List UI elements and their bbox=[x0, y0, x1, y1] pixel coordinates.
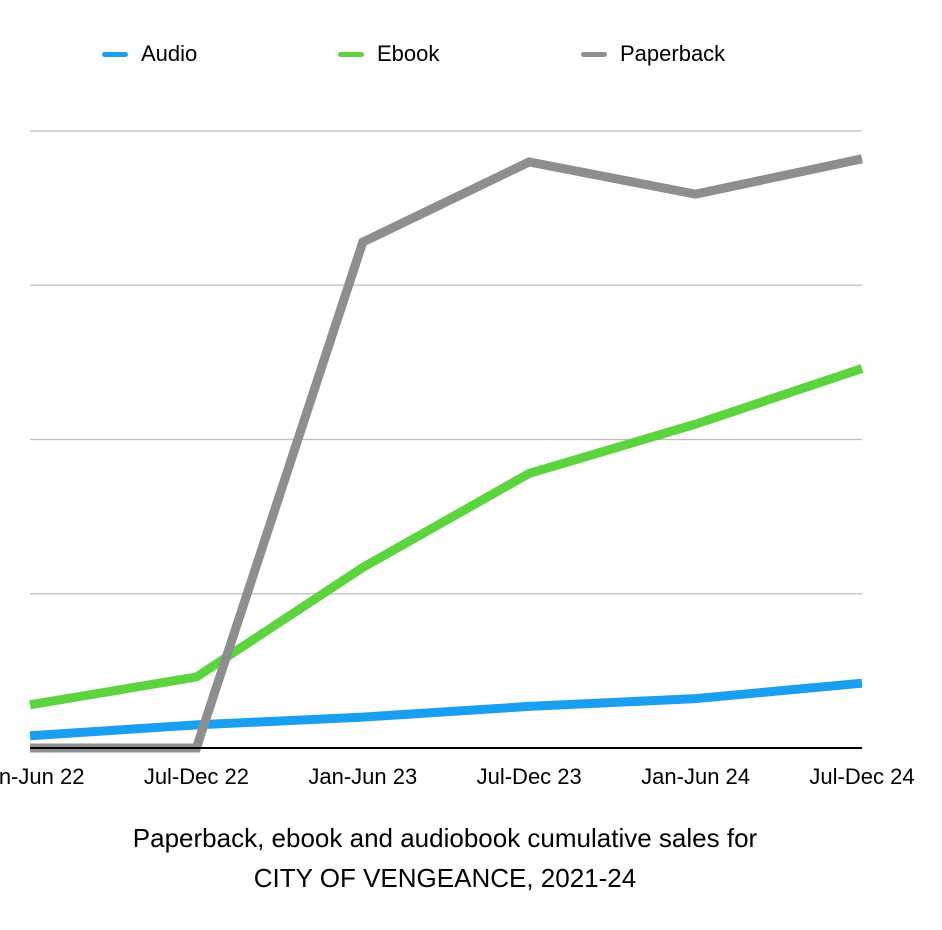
legend-swatch-audio bbox=[102, 51, 128, 57]
x-tick-label: Jul-Dec 22 bbox=[144, 764, 249, 789]
legend-item-paperback: Paperback bbox=[581, 40, 725, 68]
series-line-paperback bbox=[30, 154, 863, 753]
series-line-audio bbox=[29, 678, 863, 741]
caption-line-2: CITY OF VENGEANCE, 2021-24 bbox=[253, 863, 637, 893]
legend-item-audio: Audio bbox=[102, 40, 197, 68]
x-tick-label: Jan-Jun 22 bbox=[0, 764, 84, 789]
series-line-ebook bbox=[29, 364, 864, 710]
legend-item-ebook: Ebook bbox=[338, 40, 439, 68]
chart-caption: Paperback, ebook and audiobook cumulativ… bbox=[0, 818, 890, 898]
x-tick-label: Jan-Jun 24 bbox=[641, 764, 750, 789]
caption-line-1: Paperback, ebook and audiobook cumulativ… bbox=[132, 823, 758, 853]
legend-label-ebook: Ebook bbox=[377, 41, 440, 66]
legend-swatch-paperback bbox=[581, 51, 607, 57]
x-tick-label: Jul-Dec 23 bbox=[477, 764, 582, 789]
legend-label-paperback: Paperback bbox=[620, 41, 726, 66]
x-tick-label: Jul-Dec 24 bbox=[809, 764, 914, 789]
legend-swatch-ebook bbox=[338, 51, 364, 57]
x-tick-label: Jan-Jun 23 bbox=[308, 764, 417, 789]
legend-label-audio: Audio bbox=[141, 41, 198, 66]
